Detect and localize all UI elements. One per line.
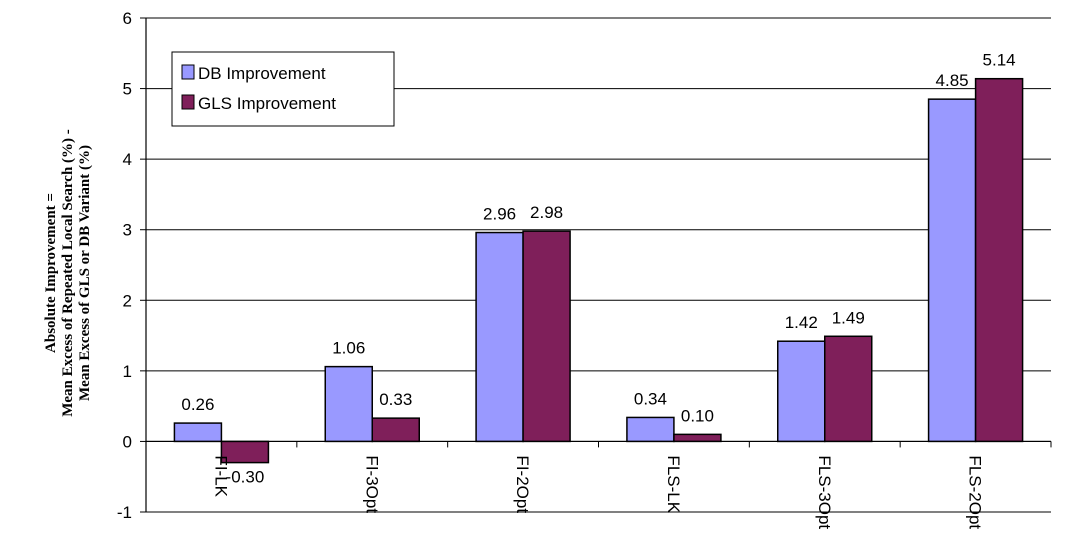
y-tick-label: 5 (123, 80, 132, 99)
category-label: FLS-2Opt (966, 455, 985, 529)
bar-db-improvement (927, 98, 977, 443)
data-label: 0.34 (634, 389, 667, 408)
category-label: FI-LK (211, 455, 230, 497)
y-axis-label: Absolute Improvement = Mean Excess of Rep… (43, 129, 93, 417)
bar-gls-improvement (371, 417, 420, 443)
y-tick-label: 3 (123, 221, 132, 240)
y-ticks: -1 0 1 2 3 4 5 6 (117, 9, 146, 522)
bar-gls-improvement (974, 77, 1024, 443)
category-label: FLS-3Opt (815, 455, 834, 529)
legend-box (171, 51, 395, 127)
category-labels: FI-LK FI-3Opt FI-2Opt FLS-LK FLS-3Opt FLS-2Op… (211, 455, 984, 529)
category-label: FI-3Opt (362, 455, 381, 513)
axes (145, 18, 1052, 512)
legend-entry: DB Improvement (198, 64, 326, 83)
category-label: FLS-LK (664, 455, 683, 513)
bar-db-improvement (475, 231, 524, 443)
bar-db-improvement (324, 365, 373, 443)
y-axis-label-line: Mean Excess of GLS or DB Variant (%) (77, 145, 93, 401)
y-tick-label: 4 (123, 150, 132, 169)
data-label: 2.98 (530, 203, 563, 222)
legend-swatch (181, 94, 195, 110)
y-tick-label: -1 (117, 503, 132, 522)
data-label: 0.33 (379, 390, 412, 409)
bars (173, 77, 1024, 464)
y-tick-label: 0 (123, 432, 132, 451)
y-tick-label: 2 (123, 291, 132, 310)
y-axis-label-line: Mean Excess of Repeated Local Search (%)… (60, 129, 76, 417)
bar-db-improvement (777, 340, 826, 443)
data-labels: 0.26 -0.30 1.06 0.33 2.96 2.98 0.34 0.10 1.42 1.4… (181, 51, 1015, 487)
data-label: 0.26 (181, 395, 214, 414)
data-label: 2.96 (483, 205, 516, 224)
data-label: -0.30 (226, 468, 265, 487)
data-label: 1.49 (832, 308, 865, 327)
y-tick-label: 6 (123, 9, 132, 28)
y-tick-label: 1 (123, 362, 132, 381)
data-label: 4.85 (936, 71, 969, 90)
bar-db-improvement (173, 422, 223, 443)
legend: DB Improvement GLS Improvement (171, 51, 395, 127)
category-label: FI-2Opt (513, 455, 532, 513)
bar-gls-improvement (673, 433, 722, 443)
bar-gls-improvement (824, 335, 873, 443)
data-label: 1.42 (785, 313, 818, 332)
data-label: 0.10 (681, 406, 714, 425)
data-label: 5.14 (983, 51, 1016, 70)
legend-swatch (181, 64, 195, 80)
bar-gls-improvement (522, 230, 571, 443)
bar-db-improvement (626, 416, 675, 443)
legend-entry: GLS Improvement (198, 94, 336, 113)
data-label: 1.06 (332, 339, 365, 358)
y-axis-label-line: Absolute Improvement = (43, 193, 59, 353)
